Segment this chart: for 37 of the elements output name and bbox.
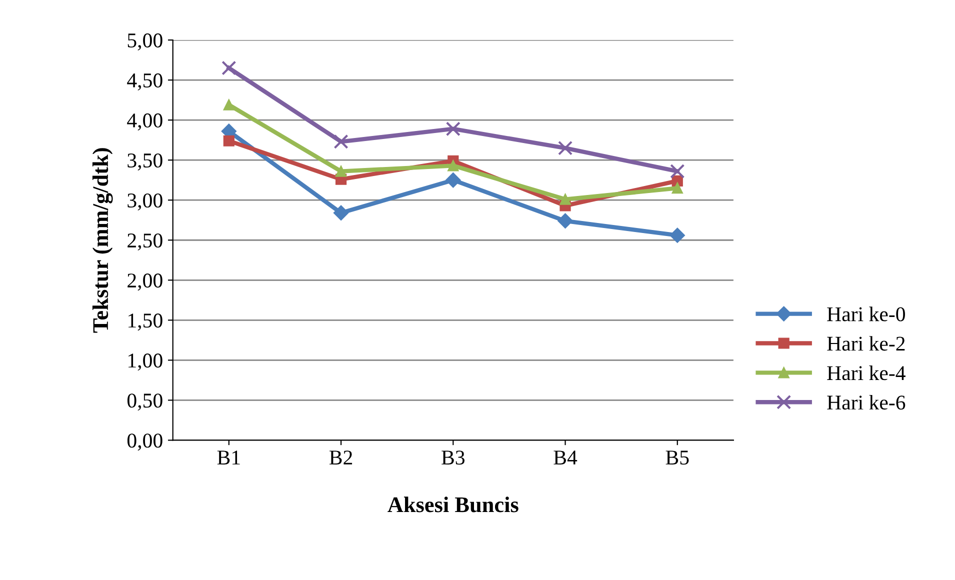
legend-label: Hari ke-0 bbox=[827, 306, 905, 322]
point bbox=[446, 122, 460, 136]
point bbox=[558, 213, 573, 228]
y-tick-label: 2,50 bbox=[128, 233, 162, 251]
legend-label: Hari ke-6 bbox=[827, 394, 906, 410]
y-tick-label: 5,00 bbox=[128, 33, 162, 50]
y-tick-label: 3,00 bbox=[128, 193, 162, 211]
point bbox=[223, 135, 234, 146]
y-tick-label: 2,00 bbox=[128, 274, 162, 291]
x-tick-label: B5 bbox=[666, 450, 689, 465]
y-tick-label: 1,00 bbox=[128, 354, 162, 371]
point bbox=[335, 166, 347, 177]
point bbox=[560, 194, 571, 205]
x-tick-label: B2 bbox=[329, 450, 352, 464]
x-axis-title: Aksesi Buncis bbox=[388, 496, 518, 512]
point bbox=[333, 205, 349, 220]
legend-label: Hari ke-2 bbox=[827, 336, 905, 351]
point bbox=[670, 228, 685, 243]
point bbox=[558, 140, 573, 156]
point bbox=[448, 160, 459, 172]
point bbox=[334, 134, 348, 149]
y-tick-label: 3,50 bbox=[128, 153, 162, 171]
y-axis-title: Tekstur (mm/g/dtk) bbox=[92, 148, 113, 333]
y-tick-label: 4,50 bbox=[127, 73, 162, 90]
y-tick-label: 0,50 bbox=[127, 394, 162, 411]
point bbox=[222, 60, 236, 76]
y-tick-label: 1,50 bbox=[128, 314, 162, 331]
point bbox=[670, 164, 685, 179]
point bbox=[672, 182, 683, 194]
legend-label: Hari ke-4 bbox=[827, 366, 906, 380]
x-tick-label: B1 bbox=[217, 450, 240, 464]
y-tick-label: 4,00 bbox=[127, 113, 162, 130]
point bbox=[446, 172, 461, 188]
point bbox=[223, 99, 234, 110]
x-tick-label: B4 bbox=[554, 450, 578, 464]
y-tick-label: 0,00 bbox=[127, 434, 162, 451]
x-tick-label: B3 bbox=[442, 450, 464, 465]
